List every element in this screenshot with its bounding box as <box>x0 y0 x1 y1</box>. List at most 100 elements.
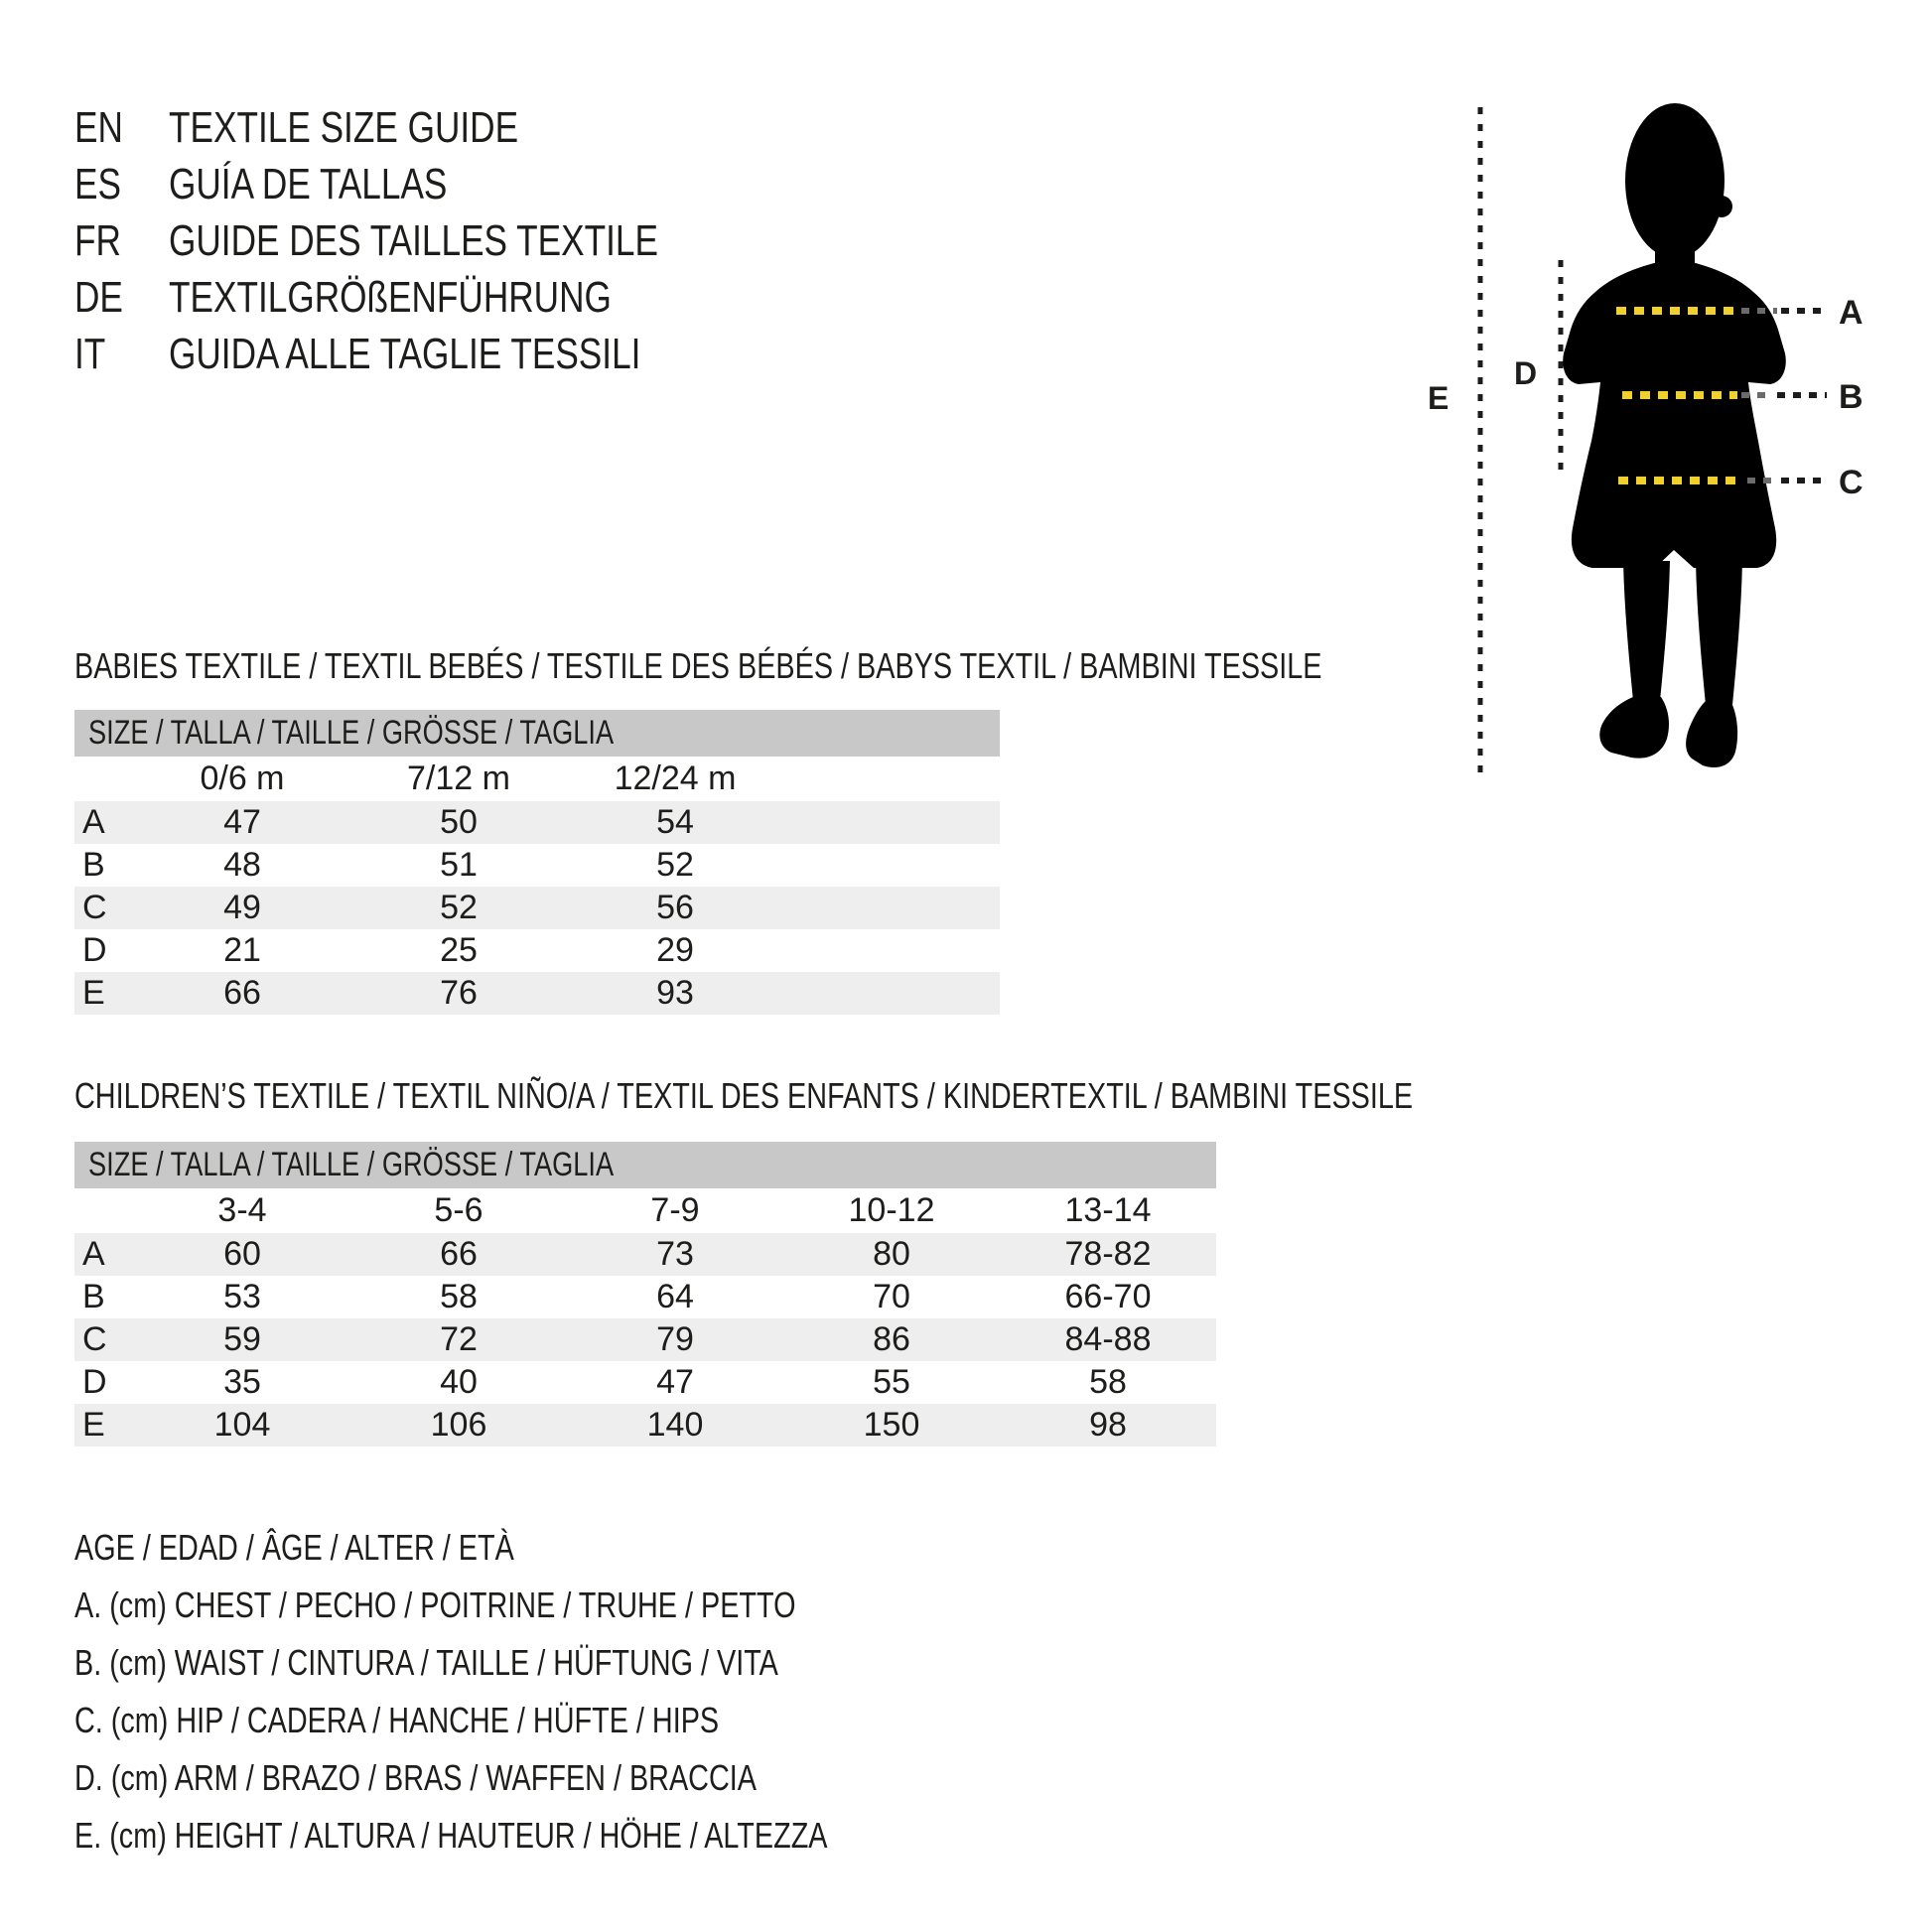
column-header: 7/12 m <box>407 759 510 797</box>
table-cell: 56 <box>656 889 694 926</box>
legend-line-height: E. (cm) HEIGHT / ALTURA / HAUTEUR / HÖHE… <box>74 1815 828 1856</box>
language-code: EN <box>74 103 123 152</box>
babies-heading-text: BABIES TEXTILE / TEXTIL BEBÉS / TESTILE … <box>74 645 1322 686</box>
table-cell: 93 <box>656 974 694 1012</box>
table-cell: 47 <box>656 1363 694 1401</box>
table-row: D 35 40 47 55 58 <box>74 1361 1216 1404</box>
table-row: E 66 76 93 <box>74 972 1000 1015</box>
babies-size-table: SIZE / TALLA / TAILLE / GRÖSSE / TAGLIA … <box>74 710 1000 1015</box>
language-title: GUÍA DE TALLAS <box>169 160 448 208</box>
corner-cell <box>74 757 134 801</box>
table-cell: 76 <box>440 974 478 1012</box>
table-cell: 104 <box>213 1406 271 1444</box>
column-header: 5-6 <box>434 1191 483 1229</box>
legend-line-waist: B. (cm) WAIST / CINTURA / TAILLE / HÜFTU… <box>74 1642 778 1683</box>
table-cell: 55 <box>873 1363 910 1401</box>
table-cell: 66 <box>440 1235 478 1273</box>
table-cell: 79 <box>656 1320 694 1358</box>
figure-label-a: A <box>1839 294 1863 332</box>
table-cell: 73 <box>656 1235 694 1273</box>
table-cell: 21 <box>223 931 261 969</box>
table-row: A 60 66 73 80 78-82 <box>74 1233 1216 1276</box>
table-row: B 53 58 64 70 66-70 <box>74 1276 1216 1318</box>
language-code: DE <box>74 273 123 322</box>
size-header-text: SIZE / TALLA / TAILLE / GRÖSSE / TAGLIA <box>88 1146 615 1183</box>
figure-label-c: C <box>1839 464 1863 501</box>
table-cell: 54 <box>656 803 694 841</box>
row-label: D <box>82 1363 107 1401</box>
table-cell: 98 <box>1089 1406 1127 1444</box>
table-cell: 58 <box>1089 1363 1127 1401</box>
table-cell: 51 <box>440 846 478 884</box>
row-label: B <box>82 846 105 884</box>
table-row: B 48 51 52 <box>74 844 1000 887</box>
language-row-de: DE TEXTILGRÖßENFÜHRUNG <box>74 269 780 326</box>
table-row: E 104 106 140 150 98 <box>74 1404 1216 1447</box>
table-cell: 40 <box>440 1363 478 1401</box>
table-cell: 140 <box>646 1406 704 1444</box>
language-title: GUIDA ALLE TAGLIE TESSILI <box>169 330 641 378</box>
table-cell: 25 <box>440 931 478 969</box>
children-section-heading: CHILDREN’S TEXTILE / TEXTIL NIÑO/A / TEX… <box>74 1074 1747 1118</box>
column-header: 12/24 m <box>614 759 737 797</box>
measurement-figure: A B C D E <box>1410 60 1926 794</box>
table-cell: 35 <box>223 1363 261 1401</box>
column-header: 10-12 <box>848 1191 935 1229</box>
measurement-legend: AGE / EDAD / ÂGE / ALTER / ETÀ A. (cm) C… <box>74 1519 1016 1864</box>
child-silhouette <box>1563 103 1786 768</box>
figure-label-e: E <box>1428 380 1449 416</box>
column-header: 0/6 m <box>200 759 285 797</box>
table-cell: 59 <box>223 1320 261 1358</box>
row-label: D <box>82 931 107 969</box>
children-size-header-bar: SIZE / TALLA / TAILLE / GRÖSSE / TAGLIA <box>74 1142 1216 1188</box>
table-row: D 21 25 29 <box>74 929 1000 972</box>
legend-line-age: AGE / EDAD / ÂGE / ALTER / ETÀ <box>74 1527 514 1568</box>
language-title: TEXTILE SIZE GUIDE <box>169 103 519 152</box>
table-cell: 66-70 <box>1064 1278 1152 1315</box>
language-row-it: IT GUIDA ALLE TAGLIE TESSILI <box>74 326 780 382</box>
children-size-table: SIZE / TALLA / TAILLE / GRÖSSE / TAGLIA … <box>74 1142 1216 1447</box>
table-cell: 86 <box>873 1320 910 1358</box>
language-code: IT <box>74 330 106 378</box>
column-header: 13-14 <box>1064 1191 1152 1229</box>
table-cell: 49 <box>223 889 261 926</box>
table-cell: 58 <box>440 1278 478 1315</box>
table-cell: 52 <box>440 889 478 926</box>
table-cell: 70 <box>873 1278 910 1315</box>
figure-label-d: D <box>1514 355 1537 391</box>
language-row-fr: FR GUIDE DES TAILLES TEXTILE <box>74 212 780 269</box>
table-cell: 150 <box>863 1406 920 1444</box>
babies-size-header-bar: SIZE / TALLA / TAILLE / GRÖSSE / TAGLIA <box>74 710 1000 757</box>
legend-line-chest: A. (cm) CHEST / PECHO / POITRINE / TRUHE… <box>74 1585 796 1625</box>
child-silhouette-figure: A B C D E <box>1428 103 1863 776</box>
table-row: C 49 52 56 <box>74 887 1000 929</box>
language-title: GUIDE DES TAILLES TEXTILE <box>169 216 658 265</box>
column-header: 3-4 <box>217 1191 267 1229</box>
children-column-header-row: 3-4 5-6 7-9 10-12 13-14 <box>74 1188 1216 1233</box>
table-cell: 52 <box>656 846 694 884</box>
table-cell: 60 <box>223 1235 261 1273</box>
legend-line-hip: C. (cm) HIP / CADERA / HANCHE / HÜFTE / … <box>74 1700 720 1740</box>
table-cell: 72 <box>440 1320 478 1358</box>
row-label: B <box>82 1278 105 1315</box>
language-title: TEXTILGRÖßENFÜHRUNG <box>169 273 612 322</box>
language-row-es: ES GUÍA DE TALLAS <box>74 156 780 212</box>
table-cell: 53 <box>223 1278 261 1315</box>
legend-line-arm: D. (cm) ARM / BRAZO / BRAS / WAFFEN / BR… <box>74 1757 757 1798</box>
language-title-list: EN TEXTILE SIZE GUIDE ES GUÍA DE TALLAS … <box>74 99 780 382</box>
row-label: C <box>82 889 107 926</box>
row-label: A <box>82 1235 105 1273</box>
figure-label-b: B <box>1839 378 1863 416</box>
table-cell: 106 <box>430 1406 487 1444</box>
table-row: C 59 72 79 86 84-88 <box>74 1318 1216 1361</box>
size-header-text: SIZE / TALLA / TAILLE / GRÖSSE / TAGLIA <box>88 714 615 752</box>
row-label: E <box>82 974 105 1012</box>
language-code: FR <box>74 216 121 265</box>
column-header: 7-9 <box>650 1191 700 1229</box>
table-cell: 78-82 <box>1064 1235 1152 1273</box>
table-row: A 47 50 54 <box>74 801 1000 844</box>
babies-column-header-row: 0/6 m 7/12 m 12/24 m <box>74 757 1000 801</box>
language-code: ES <box>74 160 121 208</box>
table-cell: 50 <box>440 803 478 841</box>
